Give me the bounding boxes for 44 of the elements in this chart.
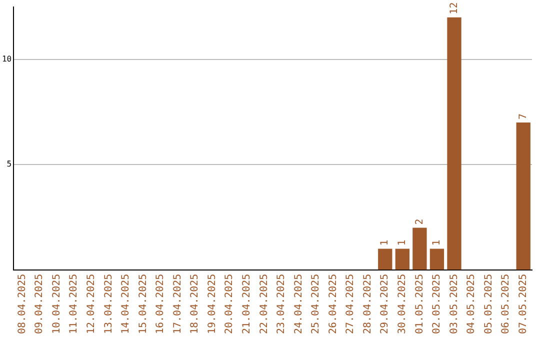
- bar: [447, 17, 462, 270]
- x-tick-label: 10.04.2025: [51, 274, 62, 334]
- x-tick-label: 29.04.2025: [380, 274, 391, 334]
- data-label: 7: [518, 113, 529, 120]
- data-label: 1: [380, 240, 391, 246]
- bar: [516, 122, 530, 270]
- x-tick-label: 02.05.2025: [432, 274, 443, 334]
- x-tick-label: 24.04.2025: [293, 274, 304, 334]
- data-label: 2: [414, 218, 426, 225]
- data-label: 12: [448, 2, 460, 14]
- x-tick-label: 30.04.2025: [397, 274, 408, 334]
- x-tick-label: 04.05.2025: [466, 274, 478, 334]
- x-tick-label: 05.05.2025: [483, 274, 494, 334]
- x-tick-label: 03.05.2025: [448, 274, 460, 334]
- data-label: 1: [432, 240, 443, 246]
- x-tick-label: 01.05.2025: [414, 274, 426, 334]
- bar: [412, 228, 427, 270]
- bar: [395, 248, 410, 270]
- x-tick-label: 23.04.2025: [276, 274, 288, 334]
- x-tick-label: 06.05.2025: [500, 274, 512, 334]
- data-label: 1: [397, 240, 408, 246]
- x-tick-label: 28.04.2025: [362, 274, 374, 334]
- x-tick-label: 15.04.2025: [138, 274, 149, 334]
- y-tick-label: 5: [6, 160, 12, 169]
- x-tick-label: 21.04.2025: [241, 274, 252, 334]
- x-tick-label: 09.04.2025: [34, 274, 46, 334]
- x-tick-label: 25.04.2025: [310, 274, 322, 334]
- x-tick-label: 12.04.2025: [86, 274, 97, 334]
- x-tick-label: 14.04.2025: [120, 274, 132, 334]
- x-tick-label: 22.04.2025: [258, 274, 270, 334]
- x-tick-label: 19.04.2025: [206, 274, 218, 334]
- x-tick-label: 20.04.2025: [224, 274, 236, 334]
- x-tick-label: 17.04.2025: [172, 274, 184, 334]
- x-tick-label: 08.04.2025: [16, 274, 28, 334]
- x-tick-label: 26.04.2025: [328, 274, 339, 334]
- y-tick-label: 10: [2, 54, 12, 64]
- x-tick-label: 18.04.2025: [190, 274, 201, 334]
- x-tick-label: 07.05.2025: [518, 274, 529, 334]
- x-tick-label: 13.04.2025: [103, 274, 114, 334]
- x-tick-label: 16.04.2025: [155, 274, 166, 334]
- x-tick-label: 27.04.2025: [345, 274, 356, 334]
- bar: [430, 248, 444, 270]
- x-tick-label: 11.04.2025: [68, 274, 80, 334]
- bar: [378, 248, 392, 270]
